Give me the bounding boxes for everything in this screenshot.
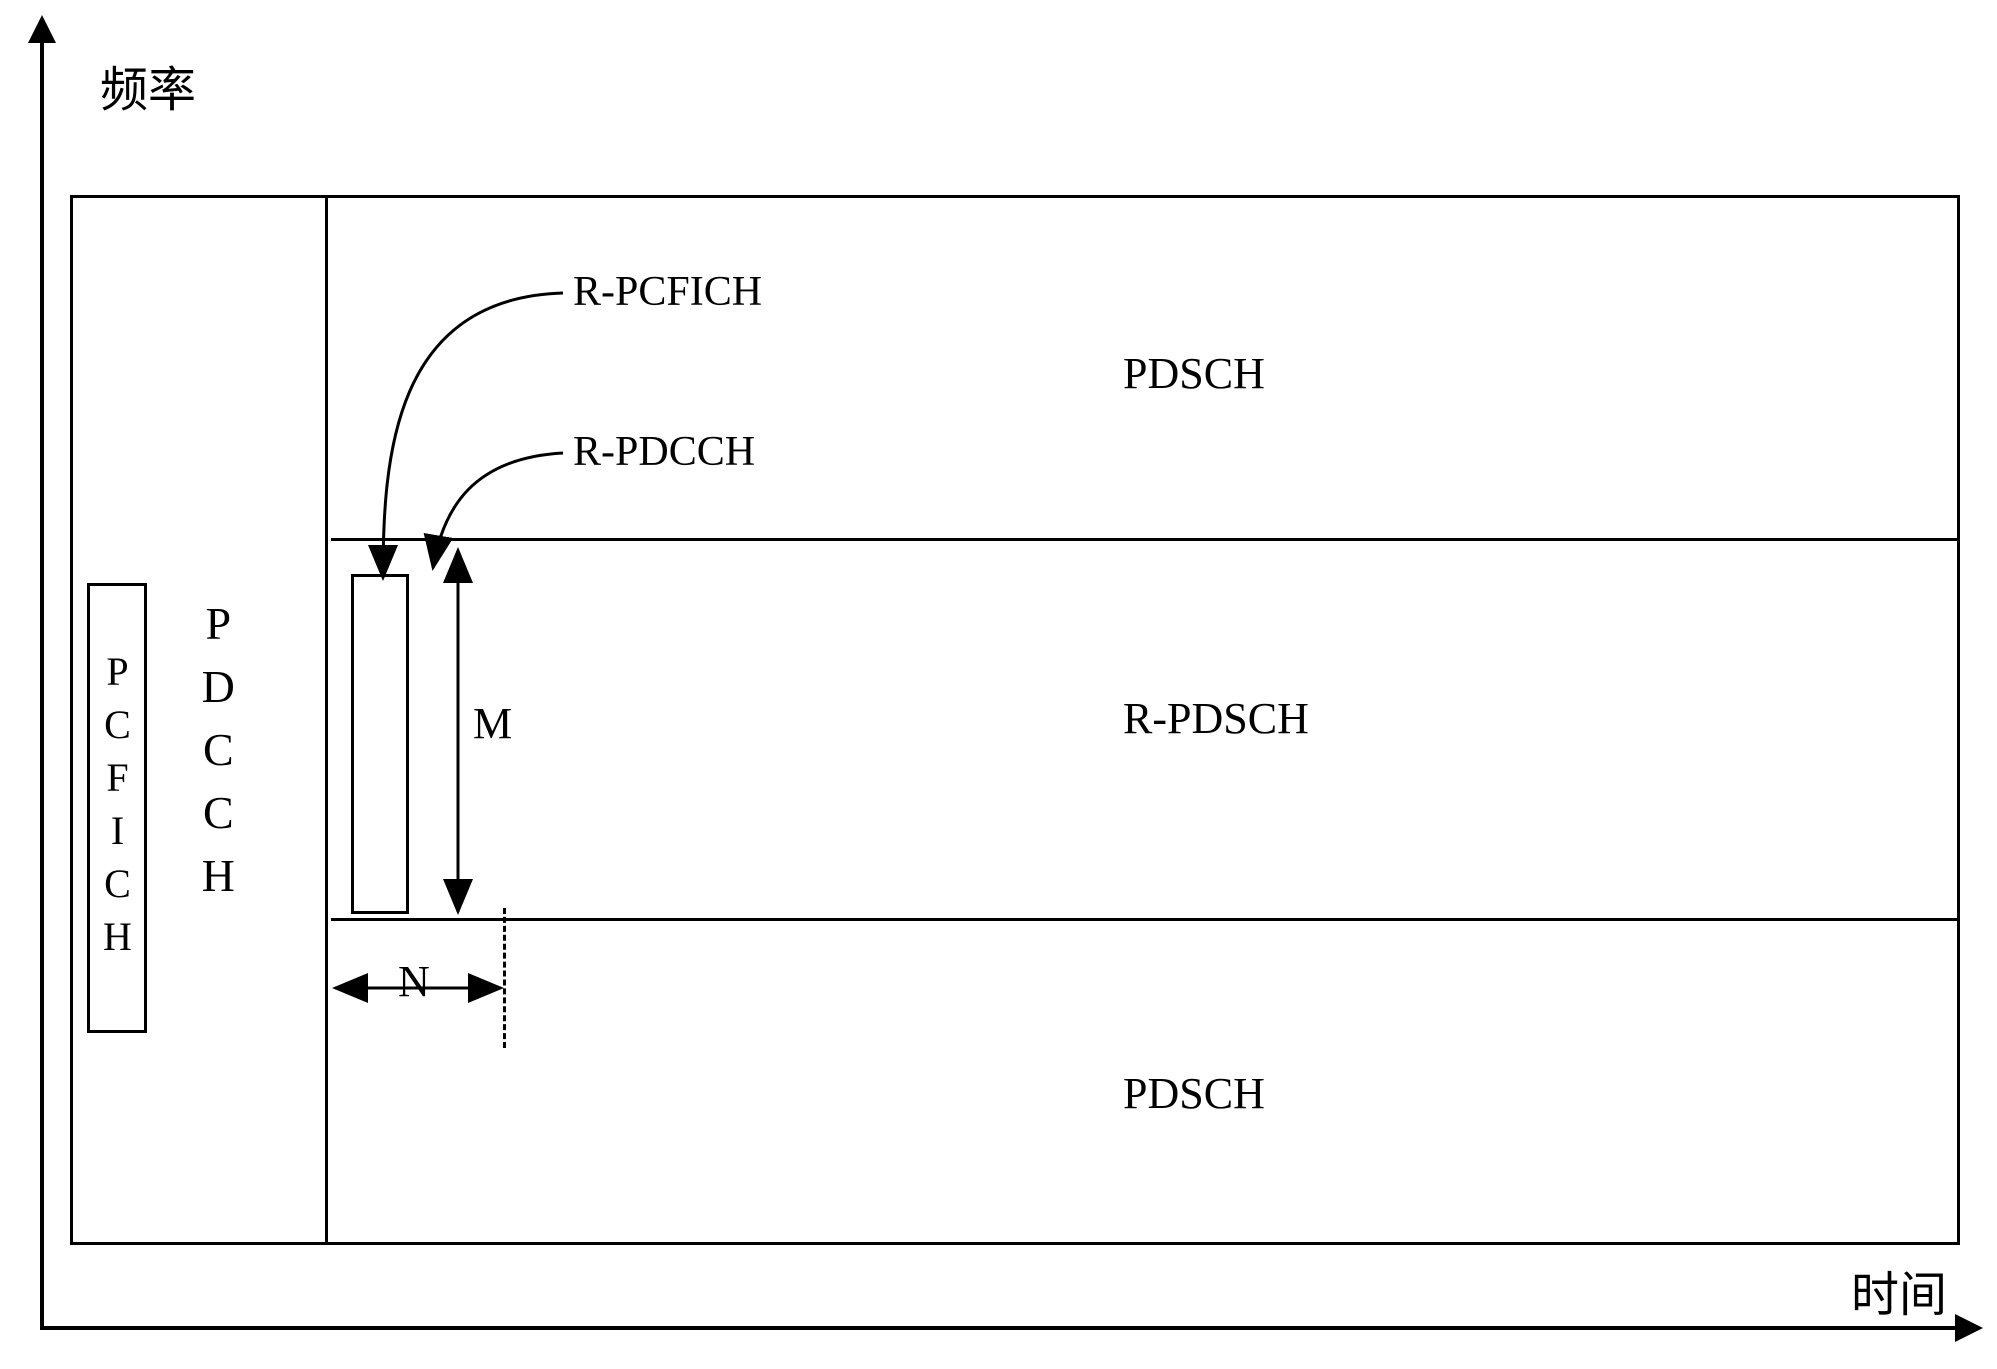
x-axis-arrowhead (1955, 1314, 1983, 1342)
row-divider-1 (331, 538, 1957, 541)
pdsch-top-label: PDSCH (1123, 348, 1265, 399)
x-axis (40, 1326, 1970, 1330)
r-pcfich-box (351, 574, 409, 914)
diagram-container: 频率 时间 PCFICH PDCCH R-PCFICH R-PDCCH PDSC… (0, 0, 1997, 1369)
n-dimension-label: N (398, 956, 430, 1007)
control-region: PCFICH PDCCH (73, 198, 328, 1242)
r-pdcch-callout-arrow (433, 453, 563, 568)
pcfich-box: PCFICH (87, 583, 147, 1033)
r-pdsch-label: R-PDSCH (1123, 693, 1309, 744)
n-dimension-dashed-line (503, 908, 506, 1048)
y-axis-label: 频率 (100, 50, 196, 120)
pdcch-label: PDCCH (188, 598, 248, 913)
m-dimension-label: M (473, 698, 512, 749)
pcfich-label: PCFICH (91, 649, 143, 967)
pdsch-bottom-label: PDSCH (1123, 1068, 1265, 1119)
y-axis-arrowhead (28, 15, 56, 43)
y-axis (40, 30, 44, 1330)
r-pcfich-callout-arrow (383, 293, 563, 578)
x-axis-label: 时间 (1851, 1255, 1947, 1325)
resource-grid-frame: PCFICH PDCCH R-PCFICH R-PDCCH PDSCH R-PD… (70, 195, 1960, 1245)
r-pcfich-callout-label: R-PCFICH (573, 268, 762, 316)
row-divider-2 (331, 918, 1957, 921)
r-pdcch-callout-label: R-PDCCH (573, 428, 755, 476)
